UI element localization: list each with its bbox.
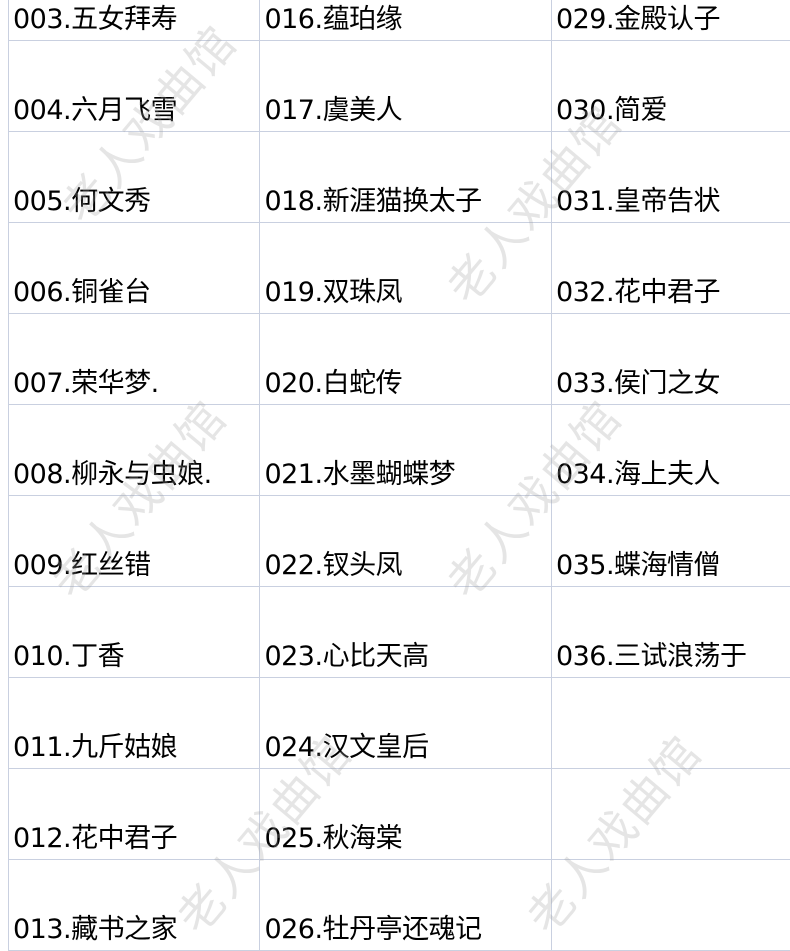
table-cell[interactable]	[551, 678, 790, 769]
table-cell[interactable]: 009.红丝错	[9, 496, 260, 587]
table-cell[interactable]: 016.蕴珀缘	[260, 0, 551, 41]
table-cell[interactable]: 035.蝶海情僧	[551, 496, 790, 587]
table-cell[interactable]: 019.双珠凤	[260, 223, 551, 314]
table-cell[interactable]: 007.荣华梦.	[9, 314, 260, 405]
table-cell[interactable]: 036.三试浪荡于	[551, 587, 790, 678]
table-cell[interactable]: 026.牡丹亭还魂记	[260, 860, 551, 951]
table-cell[interactable]: 024.汉文皇后	[260, 678, 551, 769]
table-cell[interactable]: 004.六月飞雪	[9, 41, 260, 132]
table-cell[interactable]: 010.丁香	[9, 587, 260, 678]
table-cell[interactable]: 003.五女拜寿	[9, 0, 260, 41]
table-cell[interactable]: 008.柳永与虫娘.	[9, 405, 260, 496]
table-cell[interactable]: 017.虞美人	[260, 41, 551, 132]
table-cell[interactable]: 034.海上夫人	[551, 405, 790, 496]
table-cell[interactable]: 011.九斤姑娘	[9, 678, 260, 769]
table-cell[interactable]: 025.秋海棠	[260, 769, 551, 860]
table-cell[interactable]: 012.花中君子	[9, 769, 260, 860]
table-cell[interactable]: 021.水墨蝴蝶梦	[260, 405, 551, 496]
table-cell[interactable]: 032.花中君子	[551, 223, 790, 314]
table-cell[interactable]	[551, 860, 790, 951]
table-cell[interactable]: 005.何文秀	[9, 132, 260, 223]
table-cell[interactable]: 013.藏书之家	[9, 860, 260, 951]
table-cell[interactable]: 023.心比天高	[260, 587, 551, 678]
table-cell[interactable]: 030.简爱	[551, 41, 790, 132]
table-cell[interactable]: 006.铜雀台	[9, 223, 260, 314]
table-cell[interactable]	[551, 769, 790, 860]
table-cell[interactable]: 018.新涯猫换太子	[260, 132, 551, 223]
table-cell[interactable]: 031.皇帝告状	[551, 132, 790, 223]
table-cell[interactable]: 029.金殿认子	[551, 0, 790, 41]
table-cell[interactable]: 033.侯门之女	[551, 314, 790, 405]
table-cell[interactable]: 022.钗头凤	[260, 496, 551, 587]
table-cell[interactable]: 020.白蛇传	[260, 314, 551, 405]
